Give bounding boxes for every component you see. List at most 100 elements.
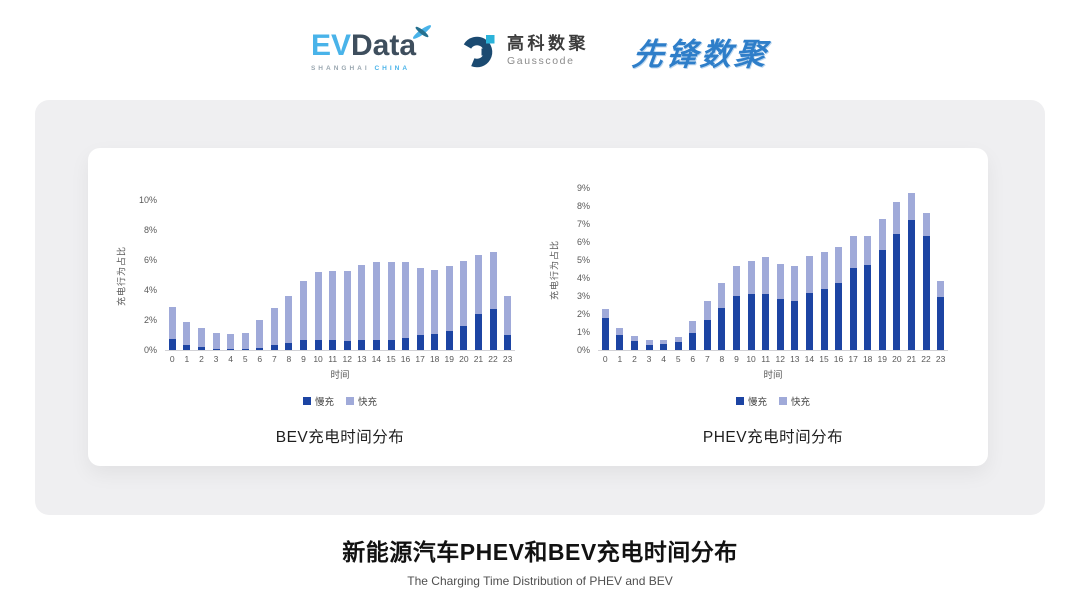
bar-hour-16: [402, 261, 410, 350]
x-tick-label: 17: [415, 354, 425, 364]
bar-segment-slow: [358, 340, 366, 350]
main-subtitle: The Charging Time Distribution of PHEV a…: [407, 574, 673, 588]
bar-hour-14: [372, 262, 380, 350]
bar-segment-slow: [402, 338, 410, 350]
evdata-tagline: SHANGHAI CHINA: [311, 65, 416, 72]
x-tick-label: 1: [184, 354, 190, 364]
bar-segment-fast: [358, 265, 366, 341]
y-tick-label: 6%: [143, 255, 157, 265]
x-tick-label: 3: [646, 354, 652, 364]
bar-segment-fast: [645, 340, 653, 345]
main-title: 新能源汽车PHEV和BEV充电时间分布: [342, 539, 738, 565]
y-axis-title-column: 充电行为占比: [113, 200, 129, 351]
legend-label-fast: 快充: [358, 397, 378, 408]
bar-hour-19: [445, 266, 453, 350]
x-tick-label: 5: [675, 354, 681, 364]
bar-segment-slow: [762, 294, 770, 350]
bar-segment-fast: [689, 321, 697, 333]
bar-segment-fast: [241, 332, 249, 349]
bar-hour-10: [747, 260, 755, 350]
evdata-wordmark: EV Data: [310, 24, 432, 62]
bar-segment-slow: [820, 288, 828, 350]
evdata-logo: EV Data SHANGHAI CHINA: [310, 24, 432, 72]
gausscode-text: 高科数聚 Gausscode: [507, 34, 589, 68]
x-tick-label: 2: [632, 354, 637, 364]
x-tick-label: 6: [690, 354, 696, 364]
y-tick-label: 6%: [576, 237, 590, 247]
bar-hour-18: [864, 235, 872, 350]
bar-hour-4: [660, 340, 668, 350]
bar-segment-slow: [241, 348, 249, 350]
y-axis-title: 充电行为占比: [116, 245, 127, 306]
legend-label-slow: 慢充: [314, 397, 334, 408]
x-tick-label: 4: [228, 354, 233, 364]
legend: 慢充 快充: [598, 394, 948, 408]
bar-segment-fast: [878, 218, 886, 251]
bar-hour-22: [922, 213, 930, 350]
logo-header: EV Data SHANGHAI CHINA 高科数聚 Gausscode: [0, 16, 1080, 86]
x-tick-label: 23: [935, 354, 946, 364]
x-tick-label: 10: [313, 354, 323, 364]
bar-segment-fast: [660, 340, 668, 344]
bar-hour-3: [212, 332, 220, 350]
x-tick-label: 17: [848, 354, 858, 364]
x-tick-label: 8: [719, 354, 725, 364]
bar-hour-7: [270, 308, 278, 350]
bar-segment-slow: [387, 339, 395, 350]
bar-segment-slow: [849, 268, 857, 350]
bar-hour-19: [878, 218, 886, 350]
bar-hour-0: [601, 308, 609, 350]
x-axis-title: 时间: [763, 370, 783, 381]
bar-hour-8: [285, 296, 293, 350]
legend-item-fast: 快充: [779, 394, 810, 408]
x-tick-label: 21: [906, 354, 917, 364]
bar-hour-0: [168, 306, 176, 350]
evdata-ev-text: EV: [310, 28, 351, 62]
x-tick-label: 21: [473, 354, 484, 364]
legend-swatch-slow-icon: [302, 397, 311, 405]
bar-segment-slow: [776, 298, 784, 350]
y-axis-title: 充电行为占比: [549, 239, 560, 300]
bar-segment-slow: [893, 233, 901, 350]
bar-segment-fast: [270, 308, 278, 345]
bar-segment-slow: [616, 334, 624, 350]
legend-item-slow: 慢充: [302, 394, 334, 408]
x-tick-label: 23: [502, 354, 513, 364]
bar-segment-fast: [805, 256, 813, 294]
bar-segment-fast: [460, 260, 468, 326]
legend-swatch-fast-icon: [779, 397, 787, 405]
evdata-shanghai-text: SHANGHAI: [310, 64, 370, 72]
bar-segment-slow: [227, 348, 235, 350]
bar-hour-5: [241, 332, 249, 350]
bar-hour-18: [431, 269, 439, 350]
bar-hour-6: [256, 320, 264, 350]
bar-segment-fast: [762, 257, 770, 295]
evdata-china-text: CHINA: [374, 64, 411, 72]
bar-segment-fast: [718, 283, 726, 308]
bar-segment-fast: [703, 301, 711, 321]
x-axis-ticks: 0 1 2 3 4 5 6 7 8 9 10 11 12 13 14 15 16 17 18 19 20 21 22 23: [598, 354, 948, 364]
bar-segment-slow: [329, 339, 337, 350]
y-tick-label: 8%: [143, 225, 157, 235]
legend-swatch-slow-icon: [735, 397, 744, 405]
bar-segment-fast: [300, 281, 308, 340]
bar-segment-slow: [703, 320, 711, 350]
gausscode-en-text: Gausscode: [507, 55, 575, 68]
legend: 慢充 快充: [165, 394, 515, 408]
y-tick-label: 2%: [576, 309, 590, 319]
bar-segment-slow: [183, 344, 191, 350]
legend-item-fast: 快充: [346, 394, 377, 408]
y-tick-label: 8%: [576, 201, 590, 211]
y-tick-label: 10%: [138, 195, 157, 205]
bar-segment-fast: [431, 269, 439, 334]
bar-segment-slow: [747, 294, 755, 350]
bar-segment-slow: [937, 296, 945, 350]
bar-segment-fast: [864, 235, 872, 266]
x-tick-label: 11: [328, 354, 338, 364]
bar-hour-7: [703, 301, 711, 350]
bar-hour-2: [630, 335, 638, 350]
bar-segment-slow: [197, 347, 205, 350]
bar-segment-slow: [256, 347, 264, 350]
bar-segment-fast: [835, 247, 843, 284]
